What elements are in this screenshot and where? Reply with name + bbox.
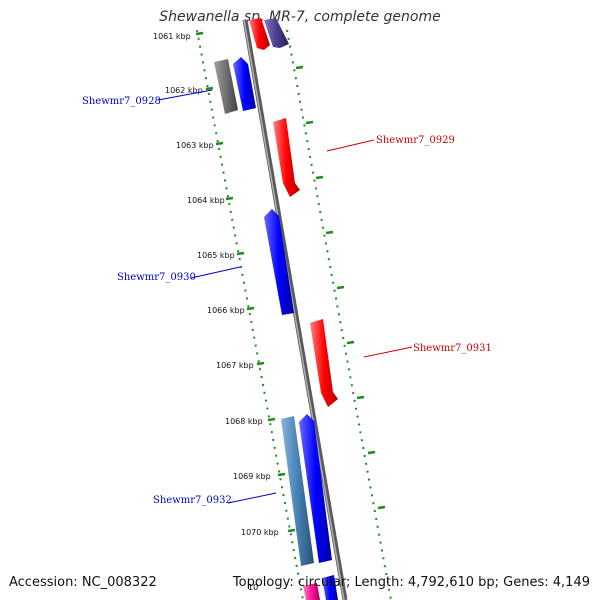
- label-Shewmr7_0930[interactable]: Shewmr7_0930: [117, 272, 196, 283]
- tick-label-1071: 10: [248, 583, 258, 592]
- label-Shewmr7_0932[interactable]: Shewmr7_0932: [153, 495, 232, 506]
- tick-label-1069: 1069 kbp: [233, 472, 271, 481]
- tick-label-1061: 1061 kbp: [153, 32, 191, 41]
- gene-Shewmr7_0930[interactable]: [264, 209, 294, 315]
- tick-marks-left: [195, 31, 296, 533]
- gene-steel-0932a[interactable]: [281, 416, 314, 566]
- leader-Shewmr7_0932: [227, 492, 277, 504]
- gene-top-red[interactable]: [249, 18, 270, 50]
- tick-label-1063: 1063 kbp: [176, 141, 214, 150]
- tick-track-right: [286, 29, 392, 600]
- tick-track-left: [196, 29, 304, 600]
- gene-bottom-blue[interactable]: [322, 575, 338, 600]
- tick-label-1067: 1067 kbp: [216, 361, 254, 370]
- tick-label-1070: 1070 kbp: [241, 528, 279, 537]
- label-Shewmr7_0929[interactable]: Shewmr7_0929: [376, 135, 455, 146]
- gene-top-purple[interactable]: [264, 18, 289, 48]
- label-Shewmr7_0928[interactable]: Shewmr7_0928: [82, 96, 161, 107]
- tick-label-1062: 1062 kbp: [165, 86, 203, 95]
- label-Shewmr7_0931[interactable]: Shewmr7_0931: [413, 343, 492, 354]
- tick-label-1066: 1066 kbp: [207, 306, 245, 315]
- genome-summary-text: Topology: circular; Length: 4,792,610 bp…: [232, 575, 590, 590]
- tick-label-1064: 1064 kbp: [187, 196, 225, 205]
- leader-Shewmr7_0928: [157, 89, 213, 101]
- gene-Shewmr7_0928[interactable]: [233, 57, 256, 111]
- tick-label-1065: 1065 kbp: [197, 251, 235, 260]
- leader-Shewmr7_0929: [326, 139, 375, 152]
- gene-Shewmr7_0931[interactable]: [310, 319, 338, 407]
- gene-Shewmr7_0929[interactable]: [273, 118, 300, 197]
- gene-bottom-pink[interactable]: [303, 583, 320, 600]
- gene-gray-0927[interactable]: [214, 59, 238, 114]
- accession-text: Accession: NC_008322: [9, 575, 157, 590]
- genome-title: Shewanella sp. MR-7, complete genome: [159, 9, 441, 25]
- tick-marks-right: [295, 65, 386, 510]
- gene-Shewmr7_0932[interactable]: [299, 414, 332, 563]
- leader-Shewmr7_0930: [190, 266, 241, 279]
- genome-backbone: [242, 19, 348, 600]
- tick-label-1068: 1068 kbp: [225, 417, 263, 426]
- leader-Shewmr7_0931: [363, 346, 413, 358]
